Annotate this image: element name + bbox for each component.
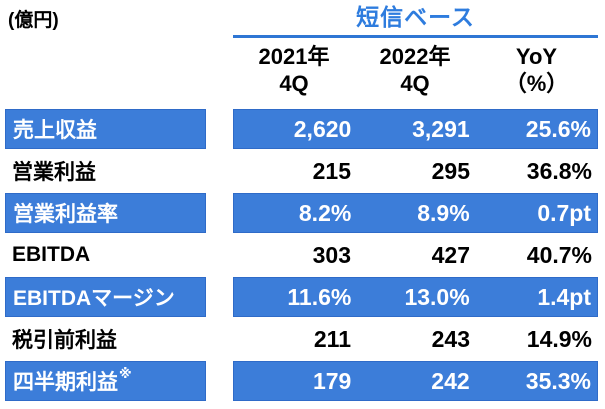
value-2022: 242: [431, 367, 470, 394]
row-values: 179 242 35.3%: [233, 361, 598, 401]
value-yoy: 1.4pt: [537, 283, 591, 310]
column-gap: [206, 193, 233, 233]
row-label: EBITDA: [5, 235, 206, 275]
value-yoy: 40.7%: [526, 241, 592, 268]
value-2022: 3,291: [412, 115, 470, 142]
row-label-text: EBITDAマージン: [13, 287, 175, 310]
row-values: 215 295 36.8%: [233, 151, 598, 191]
value-2021: 215: [312, 157, 351, 184]
table-title-underline: 短信ベース: [233, 2, 598, 38]
table-row-operating-margin: 営業利益率 8.2% 8.9% 0.7pt: [0, 193, 605, 233]
column-header-2021-4q: 2021年 4Q: [233, 40, 355, 106]
value-yoy: 36.8%: [526, 157, 592, 184]
value-2022: 8.9%: [417, 199, 470, 226]
value-yoy: 25.6%: [525, 115, 591, 142]
column-gap: [206, 235, 233, 275]
value-2021: 8.2%: [298, 199, 352, 226]
value-2021: 179: [312, 367, 352, 394]
row-values: 211 243 14.9%: [233, 319, 598, 359]
table-row-quarterly-profit: 四半期利益 ※ 179 242 35.3%: [0, 361, 605, 401]
column-headers: 2021年 4Q 2022年 4Q YoY （%）: [233, 40, 598, 106]
footnote-marker: ※: [119, 366, 132, 381]
table-row-pretax-profit: 税引前利益 211 243 14.9%: [0, 319, 605, 359]
value-2022: 295: [431, 157, 470, 184]
table-row-revenue: 売上収益 2,620 3,291 25.6%: [0, 109, 605, 149]
row-label-text: 営業利益率: [13, 203, 118, 226]
row-label-text: 営業利益: [12, 161, 96, 184]
column-header-line1: YoY: [515, 44, 558, 69]
row-values: 11.6% 13.0% 1.4pt: [233, 277, 598, 317]
row-label-text: 四半期利益: [13, 371, 118, 394]
unit-label: (億円): [8, 10, 59, 31]
column-header-2022-4q: 2022年 4Q: [355, 40, 475, 106]
value-yoy: 14.9%: [526, 325, 592, 352]
table-body: 売上収益 2,620 3,291 25.6% 営業利益 215 295 36.8…: [0, 109, 605, 403]
row-label-text: EBITDA: [12, 243, 91, 266]
value-2022: 427: [431, 241, 470, 268]
row-label: 四半期利益 ※: [5, 361, 206, 401]
row-label-text: 売上収益: [13, 119, 97, 142]
row-label: 営業利益率: [5, 193, 206, 233]
column-header-line1: 2022年: [379, 44, 451, 69]
row-label: 売上収益: [5, 109, 206, 149]
value-yoy: 0.7pt: [537, 199, 591, 226]
table-row-operating-profit: 営業利益 215 295 36.8%: [0, 151, 605, 191]
value-2021: 2,620: [293, 115, 352, 142]
column-header-line2: （%）: [504, 71, 569, 96]
row-label-text: 税引前利益: [12, 329, 117, 352]
row-label: 営業利益: [5, 151, 206, 191]
row-label: EBITDAマージン: [5, 277, 206, 317]
value-2021: 211: [313, 325, 351, 352]
row-values: 8.2% 8.9% 0.7pt: [233, 193, 598, 233]
column-gap: [206, 319, 233, 359]
column-header-line2: 4Q: [400, 71, 430, 96]
column-gap: [206, 277, 233, 317]
table-row-ebitda-margin: EBITDAマージン 11.6% 13.0% 1.4pt: [0, 277, 605, 317]
value-2021: 303: [312, 241, 351, 268]
column-header-yoy: YoY （%）: [475, 40, 598, 106]
value-2022: 13.0%: [404, 283, 470, 310]
row-values: 303 427 40.7%: [233, 235, 598, 275]
table-title: 短信ベース: [356, 4, 475, 30]
table-row-ebitda: EBITDA 303 427 40.7%: [0, 235, 605, 275]
value-2021: 11.6%: [287, 283, 352, 310]
column-header-line2: 4Q: [279, 71, 309, 96]
value-yoy: 35.3%: [525, 367, 591, 394]
column-header-line1: 2021年: [258, 44, 330, 69]
row-label: 税引前利益: [5, 319, 206, 359]
column-gap: [206, 109, 233, 149]
row-values: 2,620 3,291 25.6%: [233, 109, 598, 149]
column-gap: [206, 151, 233, 191]
value-2022: 243: [431, 325, 470, 352]
column-gap: [206, 361, 233, 401]
